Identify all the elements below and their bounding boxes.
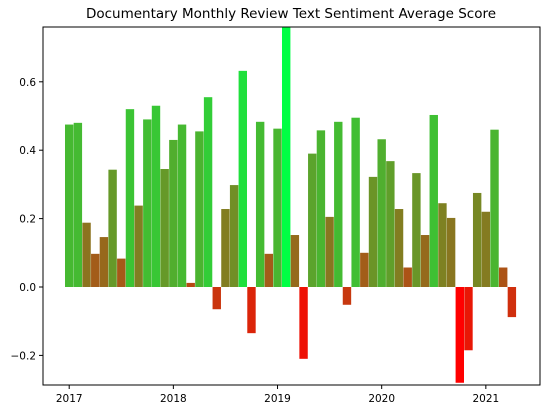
x-tick-label: 2018 [160, 393, 187, 405]
bar-2019-06 [316, 130, 326, 287]
bar-2017-09 [134, 205, 143, 287]
y-tick-label: 0.4 [19, 145, 36, 157]
bar-2018-11 [255, 121, 265, 287]
bar-2018-06 [212, 287, 221, 310]
bar-2017-05 [99, 237, 109, 287]
bar-2017-07 [117, 258, 126, 287]
bar-2019-04 [299, 287, 308, 359]
bar-2020-04 [403, 267, 412, 287]
bar-2019-09 [342, 287, 352, 305]
bar-2019-02 [282, 27, 291, 288]
bar-2018-03 [186, 282, 195, 287]
bar-2019-12 [368, 176, 378, 287]
x-tick-label: 2021 [472, 393, 499, 405]
bar-2018-07 [221, 209, 230, 287]
bar-2020-07 [429, 114, 438, 287]
chart-title: Documentary Monthly Review Text Sentimen… [86, 6, 496, 22]
y-axis-ticks: −0.2 0.0 0.2 0.4 0.6 [11, 77, 43, 362]
bar-2017-01 [65, 124, 74, 287]
bar-2019-10 [351, 117, 360, 288]
bar-2017-11 [151, 105, 161, 288]
bar-2020-06 [420, 235, 430, 287]
bar-2017-06 [108, 169, 117, 287]
bar-2020-05 [412, 173, 421, 287]
bar-2017-04 [91, 253, 100, 287]
y-tick-label: 0.0 [19, 282, 36, 294]
bar-2017-03 [82, 222, 91, 287]
x-tick-label: 2017 [56, 393, 83, 405]
bar-2018-12 [264, 253, 274, 287]
x-tick-label: 2020 [368, 393, 395, 405]
bar-2017-02 [73, 122, 83, 287]
bars-group [65, 27, 517, 383]
bar-2021-01 [481, 211, 491, 287]
bar-2020-01 [377, 139, 386, 287]
bar-2021-04 [507, 287, 517, 318]
bar-2018-08 [229, 185, 239, 287]
x-tick-label: 2019 [264, 393, 291, 405]
bar-2019-05 [308, 153, 317, 287]
bar-2020-09 [446, 217, 456, 287]
bar-2018-05 [203, 97, 213, 287]
bar-2018-01 [169, 139, 178, 287]
bar-2020-03 [394, 209, 404, 287]
bar-2020-11 [464, 287, 473, 351]
plot-frame [42, 26, 541, 386]
bar-2021-02 [490, 129, 499, 287]
bar-2019-08 [334, 121, 343, 287]
bar-2020-12 [472, 192, 482, 287]
bar-2019-07 [325, 216, 334, 287]
y-tick-label: −0.2 [11, 350, 37, 362]
bar-2019-01 [273, 128, 282, 287]
bar-2019-03 [290, 235, 300, 287]
bar-2018-02 [177, 124, 187, 287]
bar-2018-04 [195, 131, 204, 287]
bar-2019-11 [360, 252, 369, 287]
bar-2020-02 [386, 161, 395, 287]
bar-2020-08 [438, 203, 447, 287]
bar-2018-10 [247, 287, 256, 334]
bar-2018-09 [238, 70, 247, 287]
y-tick-label: 0.2 [19, 214, 36, 226]
x-axis-ticks: 2017 2018 2019 2020 2021 [56, 385, 499, 405]
bar-2017-10 [143, 119, 152, 287]
bar-2021-03 [499, 267, 508, 287]
bar-2017-08 [125, 109, 135, 287]
bar-2017-12 [160, 169, 169, 287]
bar-2020-10 [455, 287, 464, 383]
y-tick-label: 0.6 [19, 77, 36, 89]
